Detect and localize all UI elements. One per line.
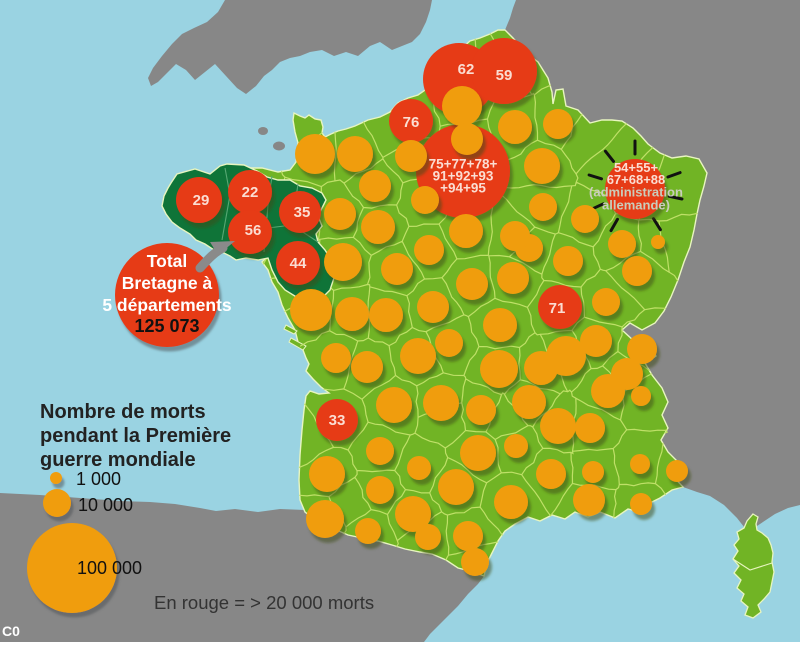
svg-text:125 073: 125 073 xyxy=(134,316,199,336)
svg-text:10 000: 10 000 xyxy=(78,495,133,515)
svg-text:C0: C0 xyxy=(2,623,20,639)
svg-text:5 départements: 5 départements xyxy=(102,295,232,315)
svg-text:Total: Total xyxy=(147,251,188,271)
svg-text:(administration: (administration xyxy=(589,185,683,200)
svg-text:guerre mondiale: guerre mondiale xyxy=(40,449,196,471)
svg-text:91+92+93: 91+92+93 xyxy=(433,169,494,184)
svg-text:pendant la Première: pendant la Première xyxy=(40,425,231,447)
svg-text:allemande): allemande) xyxy=(602,198,670,213)
svg-text:75+77+78+: 75+77+78+ xyxy=(429,157,498,172)
svg-text:22: 22 xyxy=(242,184,259,201)
svg-text:76: 76 xyxy=(403,114,420,131)
svg-text:67+68+88: 67+68+88 xyxy=(607,172,666,187)
svg-text:35: 35 xyxy=(294,204,311,221)
svg-text:Bretagne à: Bretagne à xyxy=(122,273,213,293)
svg-text:62: 62 xyxy=(458,61,475,78)
svg-text:54+55+: 54+55+ xyxy=(614,160,659,175)
svg-text:Nombre de morts: Nombre de morts xyxy=(40,401,206,423)
svg-text:59: 59 xyxy=(496,67,513,84)
svg-text:100 000: 100 000 xyxy=(77,558,142,578)
svg-text:44: 44 xyxy=(290,255,307,272)
svg-text:71: 71 xyxy=(549,300,566,317)
svg-text:29: 29 xyxy=(193,192,210,209)
svg-text:+94+95: +94+95 xyxy=(440,181,486,196)
svg-text:33: 33 xyxy=(329,412,346,429)
svg-text:1 000: 1 000 xyxy=(76,469,121,489)
svg-text:En rouge = > 20 000 morts: En rouge = > 20 000 morts xyxy=(154,592,374,613)
svg-text:56: 56 xyxy=(245,222,262,239)
